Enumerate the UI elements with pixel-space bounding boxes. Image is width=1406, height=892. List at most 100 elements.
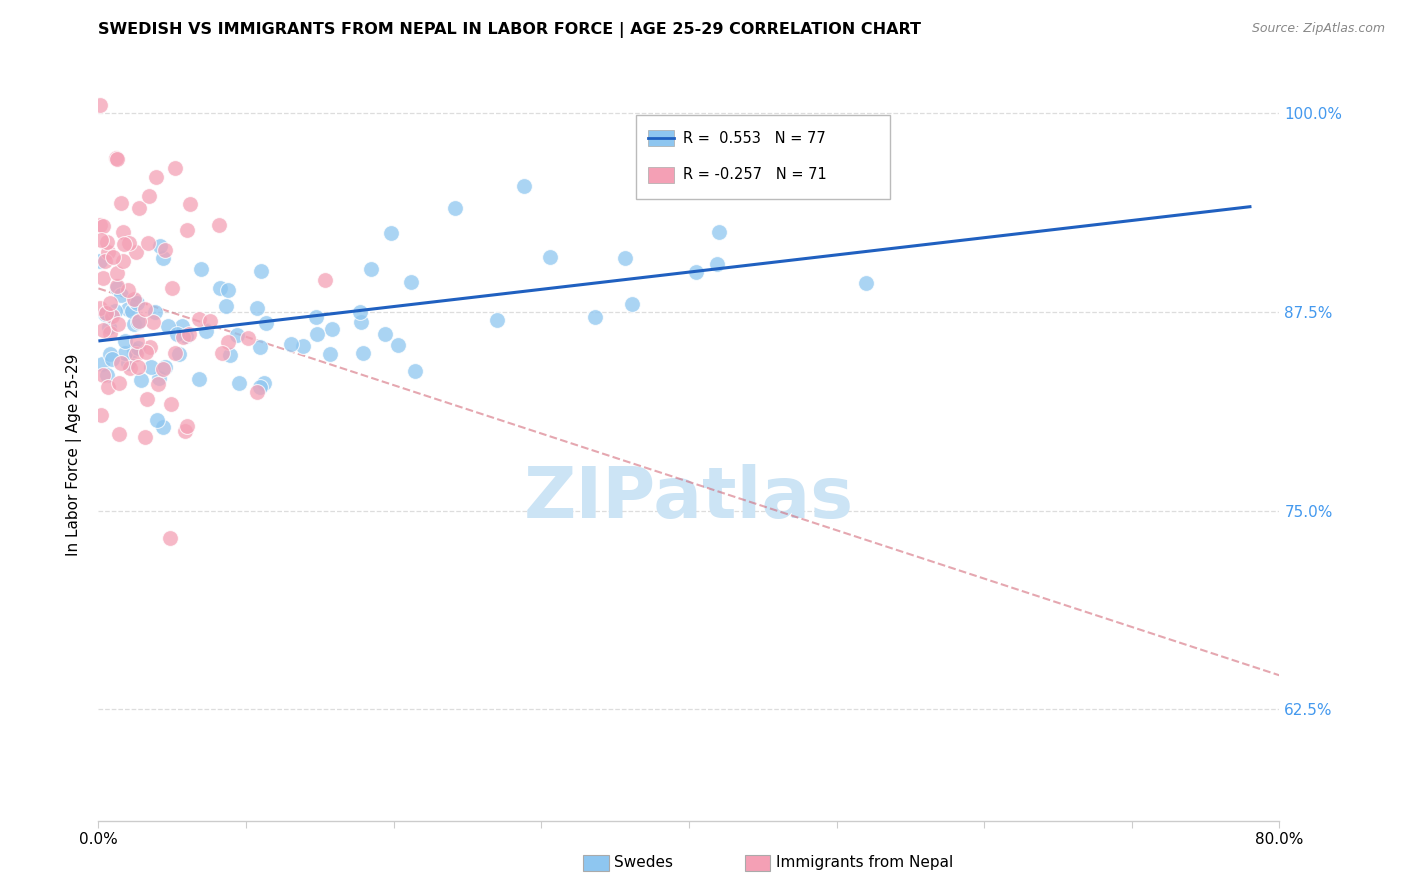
- Point: [352, 346, 374, 360]
- Point: [104, 304, 127, 318]
- Point: [124, 294, 146, 309]
- Point: [97, 380, 120, 394]
- Point: [187, 312, 209, 326]
- Point: [349, 315, 371, 329]
- Point: [152, 419, 174, 434]
- Point: [121, 303, 143, 318]
- Point: [98, 295, 121, 310]
- Point: [98, 326, 121, 341]
- Point: [97, 244, 120, 259]
- Point: [98, 347, 121, 361]
- Point: [146, 412, 169, 426]
- Point: [136, 235, 159, 250]
- Point: [855, 276, 877, 290]
- Point: [125, 334, 148, 348]
- Point: [165, 346, 187, 360]
- Point: [305, 310, 328, 324]
- Point: [139, 340, 162, 354]
- Point: [91, 270, 114, 285]
- Point: [89, 98, 111, 112]
- Point: [128, 314, 150, 328]
- Point: [443, 201, 465, 215]
- Point: [91, 357, 114, 371]
- Point: [177, 327, 200, 342]
- Point: [152, 251, 174, 265]
- Point: [128, 201, 150, 215]
- Point: [114, 345, 136, 359]
- Point: [314, 272, 336, 286]
- Point: [107, 317, 129, 331]
- Point: [404, 363, 426, 377]
- Point: [105, 266, 128, 280]
- Point: [254, 316, 277, 330]
- Point: [96, 305, 118, 319]
- Point: [89, 301, 111, 315]
- Point: [166, 326, 188, 341]
- Text: Swedes: Swedes: [614, 855, 673, 870]
- Point: [162, 281, 184, 295]
- Point: [125, 296, 148, 310]
- Point: [179, 197, 201, 211]
- Point: [100, 309, 122, 323]
- Point: [93, 219, 115, 234]
- Point: [208, 218, 231, 232]
- Point: [146, 376, 169, 391]
- Point: [152, 362, 174, 376]
- Point: [145, 170, 167, 185]
- Text: Immigrants from Nepal: Immigrants from Nepal: [776, 855, 953, 870]
- Point: [707, 225, 730, 239]
- Point: [124, 343, 146, 357]
- Point: [105, 278, 128, 293]
- Point: [236, 330, 259, 344]
- Point: [249, 340, 271, 354]
- Point: [110, 356, 132, 370]
- Point: [706, 257, 728, 271]
- Point: [486, 313, 509, 327]
- Point: [89, 233, 111, 247]
- Point: [512, 179, 534, 194]
- Point: [195, 324, 218, 338]
- Point: [127, 342, 149, 356]
- Point: [141, 359, 163, 374]
- Point: [163, 161, 186, 176]
- Point: [170, 318, 193, 333]
- Point: [249, 380, 271, 394]
- Point: [148, 371, 170, 385]
- Point: [176, 418, 198, 433]
- Point: [321, 322, 343, 336]
- Point: [114, 334, 136, 348]
- Point: [112, 253, 135, 268]
- Point: [211, 345, 233, 359]
- Point: [190, 262, 212, 277]
- Point: [118, 361, 141, 376]
- Text: ZIPatlas: ZIPatlas: [524, 465, 853, 533]
- Point: [112, 236, 135, 251]
- Point: [399, 275, 422, 289]
- Point: [319, 347, 342, 361]
- Point: [103, 250, 125, 264]
- Y-axis label: In Labor Force | Age 25-29: In Labor Force | Age 25-29: [66, 354, 83, 556]
- Point: [127, 315, 149, 329]
- Text: SWEDISH VS IMMIGRANTS FROM NEPAL IN LABOR FORCE | AGE 25-29 CORRELATION CHART: SWEDISH VS IMMIGRANTS FROM NEPAL IN LABO…: [98, 22, 921, 38]
- Point: [108, 376, 131, 391]
- Point: [187, 371, 209, 385]
- Point: [138, 188, 160, 202]
- Point: [374, 326, 396, 341]
- Point: [134, 302, 156, 317]
- Point: [217, 334, 239, 349]
- Point: [122, 292, 145, 306]
- Point: [614, 252, 637, 266]
- Point: [117, 283, 139, 297]
- Point: [129, 373, 152, 387]
- Point: [91, 323, 114, 337]
- Point: [107, 427, 129, 442]
- Point: [305, 327, 328, 342]
- Point: [280, 337, 302, 351]
- Point: [250, 263, 273, 277]
- Point: [246, 385, 269, 400]
- FancyBboxPatch shape: [648, 130, 673, 146]
- Point: [149, 239, 172, 253]
- Point: [217, 283, 239, 297]
- Point: [136, 392, 159, 406]
- Text: R =  0.553   N = 77: R = 0.553 N = 77: [683, 131, 825, 145]
